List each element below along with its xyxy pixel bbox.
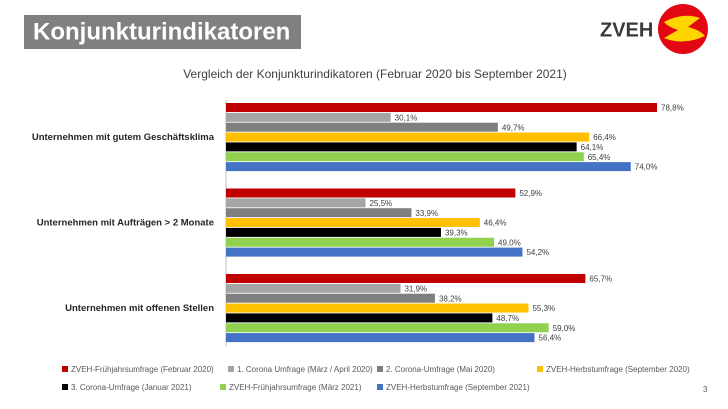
value-label: 78,8%	[661, 104, 684, 113]
bar	[226, 152, 584, 162]
value-label: 54,2%	[526, 248, 549, 257]
legend-label: 2. Corona-Umfrage (Mai 2020)	[386, 365, 495, 374]
bar	[226, 142, 577, 152]
legend-label: ZVEH-Herbstumfrage (September 2021)	[386, 383, 530, 392]
bar	[226, 303, 529, 313]
bar	[226, 208, 412, 218]
chart-title: Vergleich der Konjunkturindikatoren (Feb…	[183, 67, 567, 81]
legend-swatch	[537, 366, 543, 372]
bar	[226, 198, 366, 208]
bar	[226, 274, 586, 283]
legend-swatch	[62, 366, 68, 372]
value-label: 38,2%	[439, 294, 462, 303]
legend-swatch	[377, 366, 383, 372]
value-label: 49,0%	[498, 238, 521, 247]
value-label: 46,4%	[484, 219, 507, 228]
legend-label: 1. Corona Umfrage (März / April 2020)	[237, 365, 373, 374]
value-label: 64,1%	[581, 143, 604, 152]
value-label: 55,3%	[532, 304, 555, 313]
legend-swatch	[228, 366, 234, 372]
value-label: 39,3%	[445, 229, 468, 238]
value-label: 74,0%	[635, 163, 658, 172]
bar	[226, 227, 441, 237]
bar	[226, 162, 631, 172]
bar	[226, 333, 535, 343]
bar	[226, 313, 493, 323]
value-label: 48,7%	[496, 314, 519, 323]
value-label: 31,9%	[404, 284, 427, 293]
bar	[226, 188, 516, 198]
value-label: 59,0%	[553, 324, 576, 333]
legend-swatch	[62, 384, 68, 390]
bar	[226, 112, 391, 122]
logo-mark	[658, 4, 708, 54]
legend-label: ZVEH-Herbstumfrage (September 2020)	[546, 365, 690, 374]
page-number: 3	[703, 385, 708, 394]
bar	[226, 237, 495, 247]
category-label: Unternehmen mit Aufträgen > 2 Monate	[37, 217, 214, 228]
value-label: 66,4%	[593, 133, 616, 142]
value-label: 65,7%	[589, 275, 612, 284]
value-label: 65,4%	[588, 153, 611, 162]
logo-swoosh	[664, 15, 705, 42]
legend-swatch	[377, 384, 383, 390]
value-label: 30,1%	[395, 113, 418, 122]
value-label: 56,4%	[539, 334, 562, 343]
bar	[226, 283, 401, 293]
value-label: 25,5%	[369, 199, 392, 208]
value-label: 33,9%	[415, 209, 438, 218]
legend-label: ZVEH-Frühjahrsumfrage (März 2021)	[229, 383, 362, 392]
bar	[226, 132, 590, 142]
bar	[226, 293, 435, 303]
legend-label: 3. Corona-Umfrage (Januar 2021)	[71, 383, 192, 392]
value-label: 49,7%	[502, 123, 525, 132]
legend-label: ZVEH-Frühjahrsumfrage (Februar 2020)	[71, 365, 214, 374]
category-label: Unternehmen mit gutem Geschäftsklima	[32, 132, 215, 143]
bar	[226, 122, 498, 132]
bar	[226, 323, 549, 333]
bar	[226, 103, 658, 112]
slide-title: Konjunkturindikatoren	[33, 18, 290, 45]
logo-text: ZVEH	[600, 19, 653, 41]
title-box	[24, 15, 301, 49]
bar	[226, 218, 480, 228]
category-label: Unternehmen mit offenen Stellen	[65, 303, 214, 314]
legend-swatch	[220, 384, 226, 390]
value-label: 52,9%	[519, 189, 542, 198]
bar	[226, 247, 523, 257]
